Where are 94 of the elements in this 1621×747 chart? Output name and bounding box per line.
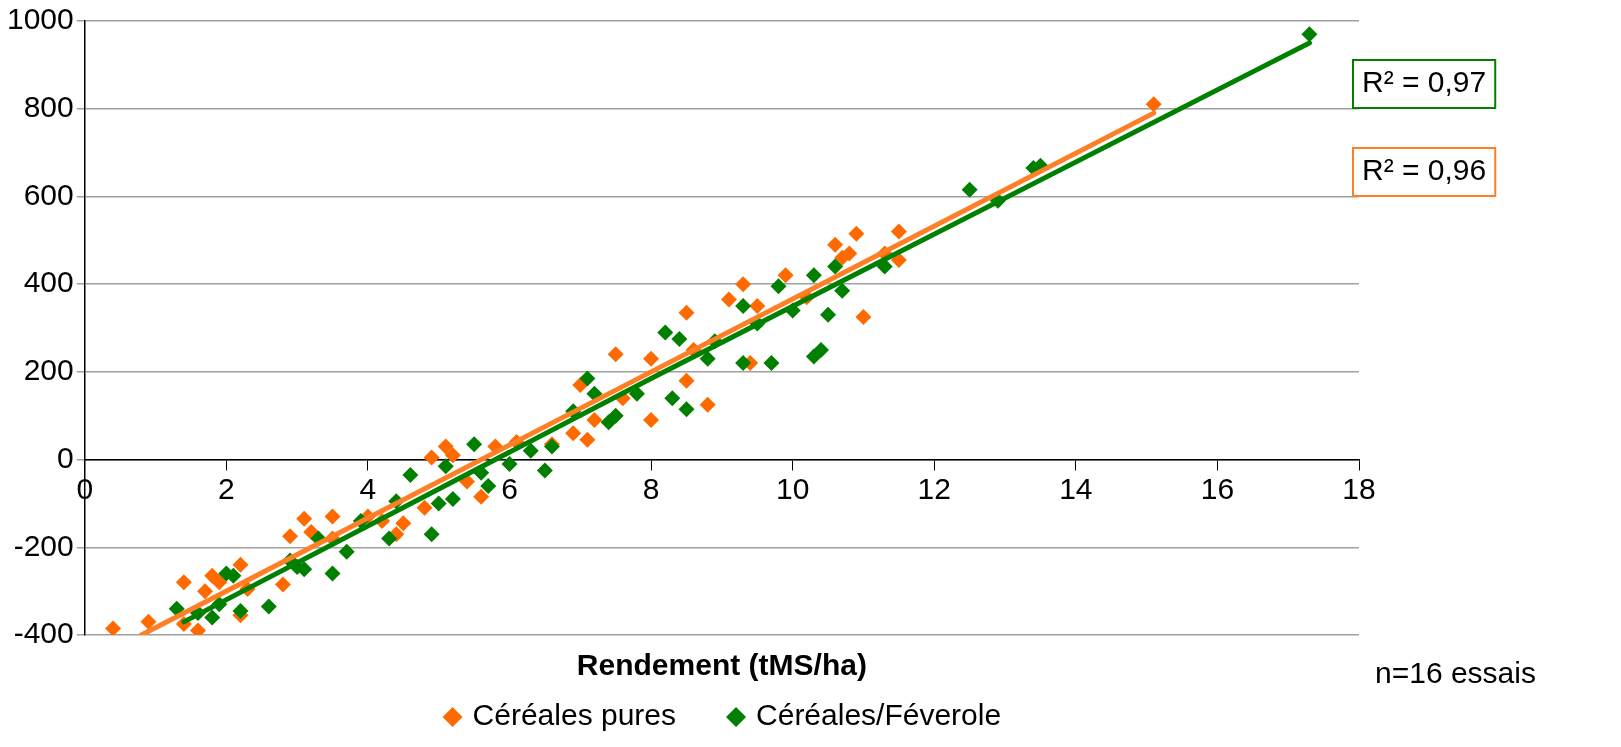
legend-label: Céréales/Féverole [756,698,1002,732]
point [777,267,794,284]
point [586,412,603,429]
point [473,488,490,505]
point [232,556,249,573]
point [699,350,716,367]
point [282,528,299,545]
x-tick-label: 16 [1200,471,1235,505]
point [812,341,829,358]
point [522,442,539,459]
x-tick-label: 14 [1059,471,1093,505]
y-tick-label: -200 [13,528,74,562]
point [678,304,695,321]
x-tick-label: 18 [1342,471,1376,505]
point [197,583,214,600]
y-tick-label: 600 [23,177,74,211]
point [628,385,645,402]
point [827,236,844,253]
point [657,324,674,341]
y-tick-label: 200 [23,353,74,387]
point [416,499,433,516]
point [834,282,851,299]
point [643,350,660,367]
y-tick-label: 800 [23,89,74,123]
x-tick-label: 6 [501,471,518,505]
x-tick-label: 12 [917,471,951,505]
point [423,449,440,466]
point [324,508,341,525]
point [699,396,716,413]
point [536,462,553,479]
point [961,181,978,198]
point [232,602,249,619]
y-tick-label: -400 [13,616,74,650]
point [805,267,822,284]
point [204,609,221,626]
point [260,598,277,615]
point [437,438,454,455]
text: R² = 0,96 [1362,153,1487,187]
point [501,455,518,472]
point [437,458,454,475]
x-tick-label: 10 [775,471,810,505]
point [175,574,192,591]
point [890,223,907,240]
point [402,466,419,483]
point [1145,96,1162,113]
x-tick-label: 2 [217,471,235,505]
point [720,291,737,308]
point [444,491,461,508]
point [855,309,872,326]
y-tick-label: 400 [23,265,74,299]
point [848,225,865,242]
point [444,447,461,464]
point [565,425,582,442]
y-tick-label: 0 [57,440,74,474]
point [579,431,596,448]
point [579,370,596,387]
point [395,515,412,532]
point [763,355,780,372]
point [430,495,447,512]
point [381,530,398,547]
point [466,436,483,453]
point [678,372,695,389]
point [678,401,695,418]
text: R² = 0,97 [1362,65,1487,99]
point [671,330,688,347]
point [105,620,122,635]
legend-label: Céréales pures [472,698,677,732]
y-tick-label: 1000 [6,2,74,36]
text: n=16 essais [1375,656,1536,690]
point [827,258,844,275]
point [841,245,858,262]
point [1301,26,1318,43]
point [607,407,624,424]
x-axis-title: Rendement (tMS/ha) [576,648,867,682]
point [480,477,497,494]
point [423,526,440,543]
point [140,613,157,630]
point [274,576,291,593]
point [607,346,624,363]
point [296,510,313,527]
point [820,306,837,323]
point [168,600,185,617]
point [735,355,752,372]
x-tick-label: 4 [359,471,377,505]
point [749,298,766,315]
point [735,276,752,293]
point [770,278,787,295]
point [735,298,752,315]
point [338,543,355,560]
point [643,412,660,429]
point [324,565,341,582]
point [664,390,681,407]
x-tick-label: 8 [642,471,660,505]
point [211,574,228,591]
